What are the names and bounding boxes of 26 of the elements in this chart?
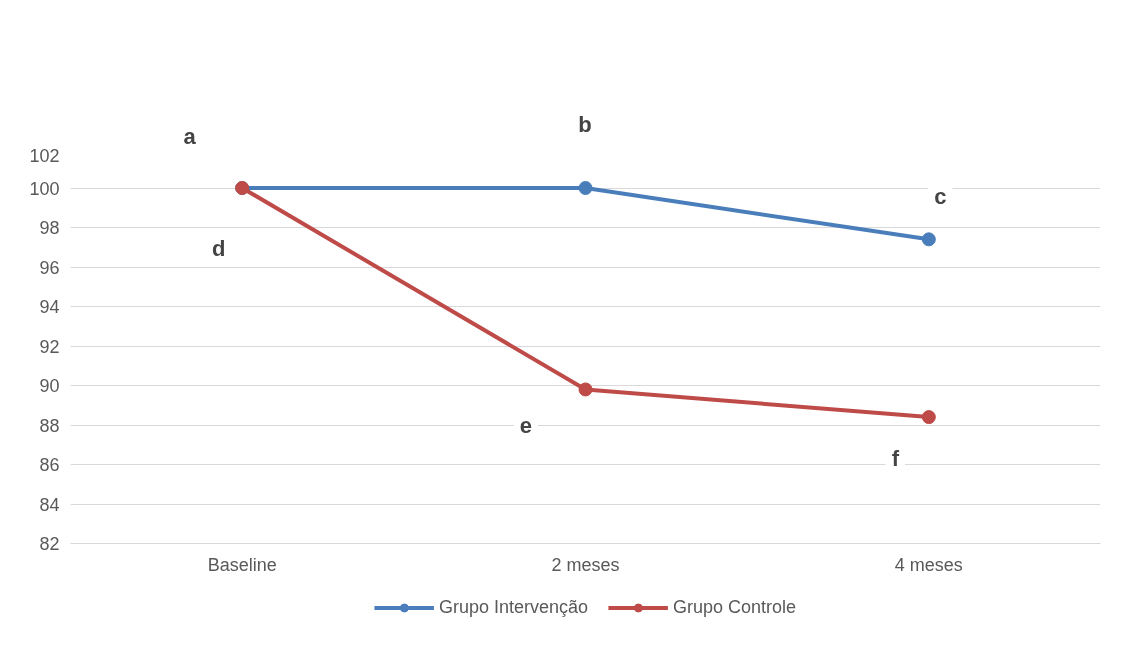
y-tick-label: 90: [39, 376, 60, 396]
y-tick-label: 102: [29, 145, 60, 166]
annotation: d: [211, 236, 226, 261]
point: [921, 410, 936, 425]
y-tick-label: 82: [39, 534, 60, 554]
text: b: [578, 112, 592, 137]
x-tick-label: 2 meses: [551, 554, 620, 575]
x-tick-label: 4 meses: [894, 554, 963, 575]
point: [578, 382, 593, 397]
y-tick-label: 94: [39, 297, 60, 317]
y-tick-label: 88: [39, 415, 60, 436]
legend-label: Grupo Intervenção: [438, 596, 589, 618]
y-tick-label: 86: [39, 455, 60, 475]
annotation: e: [519, 413, 533, 438]
y-tick-label: 98: [39, 218, 60, 238]
y-tick-label: 92: [39, 336, 60, 357]
x-tick-label: Baseline: [207, 554, 277, 575]
point: [921, 232, 936, 247]
legend-label: Grupo Controle: [673, 596, 797, 618]
annotation: f: [891, 446, 900, 471]
annotation: c: [934, 184, 947, 209]
point: [578, 181, 593, 195]
annotation: a: [183, 124, 197, 149]
y-tick-label: 84: [39, 494, 60, 515]
y-tick-label: 100: [29, 178, 60, 199]
y-tick-label: 96: [39, 257, 60, 278]
